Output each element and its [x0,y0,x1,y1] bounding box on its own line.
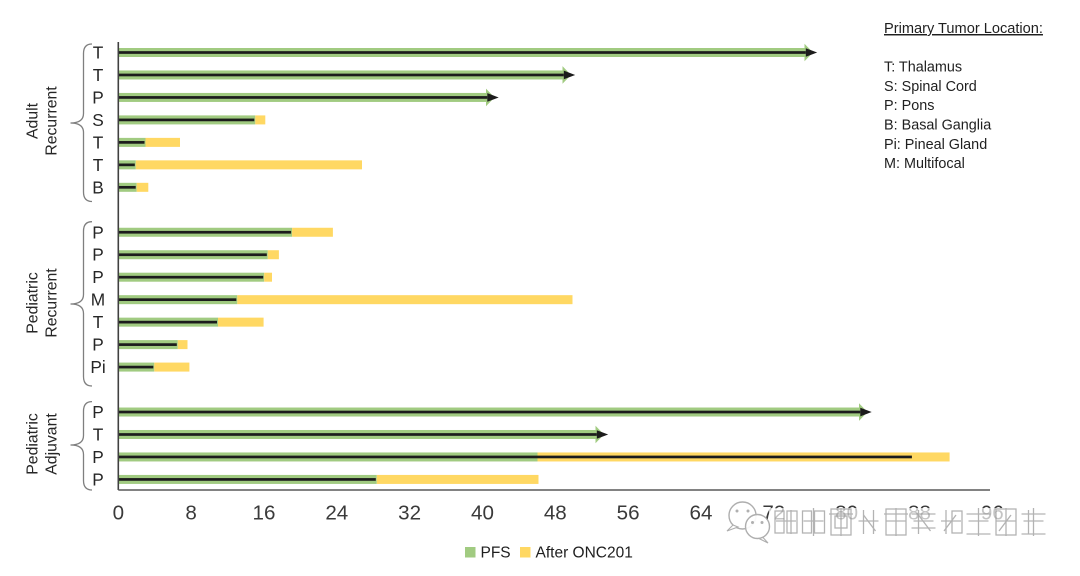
svg-text:Recurrent: Recurrent [44,86,61,156]
svg-text:P: P [92,222,104,242]
svg-text:T: T [93,132,104,152]
svg-text:PFS: PFS [481,545,511,562]
svg-text:T: T [93,155,104,175]
svg-text:Primary Tumor Location:: Primary Tumor Location: [884,21,1043,37]
svg-text:P: Pons: P: Pons [884,98,934,114]
svg-text:S: S [92,110,104,130]
svg-text:B: Basal Ganglia: B: Basal Ganglia [884,118,991,134]
svg-text:M: M [91,290,105,310]
svg-text:T: Thalamus: T: Thalamus [884,60,962,76]
svg-text:S: Spinal Cord: S: Spinal Cord [884,79,977,95]
svg-text:48: 48 [544,502,567,525]
svg-text:T: T [93,312,104,332]
svg-text:M: Multifocal: M: Multifocal [884,156,965,172]
svg-text:T: T [93,65,104,85]
svg-text:P: P [92,447,104,467]
svg-text:0: 0 [113,502,124,525]
svg-text:P: P [92,469,104,489]
svg-text:64: 64 [690,502,713,525]
svg-text:T: T [93,43,104,63]
svg-text:Pediatric: Pediatric [24,413,41,475]
svg-text:24: 24 [325,502,348,525]
svg-text:P: P [92,335,104,355]
svg-text:After ONC201: After ONC201 [536,545,633,562]
svg-text:P: P [92,245,104,265]
svg-text:Pediatric: Pediatric [24,272,41,334]
svg-text:P: P [92,87,104,107]
svg-text:Adjuvant: Adjuvant [44,413,61,475]
svg-text:P: P [92,402,104,422]
svg-text:16: 16 [253,502,276,525]
svg-text:P: P [92,267,104,287]
svg-text:8: 8 [185,502,196,525]
svg-text:Pi: Pineal Gland: Pi: Pineal Gland [884,137,987,153]
svg-text:Adult: Adult [24,102,41,139]
svg-text:Recurrent: Recurrent [44,268,61,338]
svg-text:Pi: Pi [90,357,105,377]
svg-text:B: B [92,177,104,197]
svg-text:40: 40 [471,502,494,525]
svg-text:56: 56 [617,502,640,525]
svg-text:T: T [93,425,104,445]
svg-text:32: 32 [398,502,421,525]
